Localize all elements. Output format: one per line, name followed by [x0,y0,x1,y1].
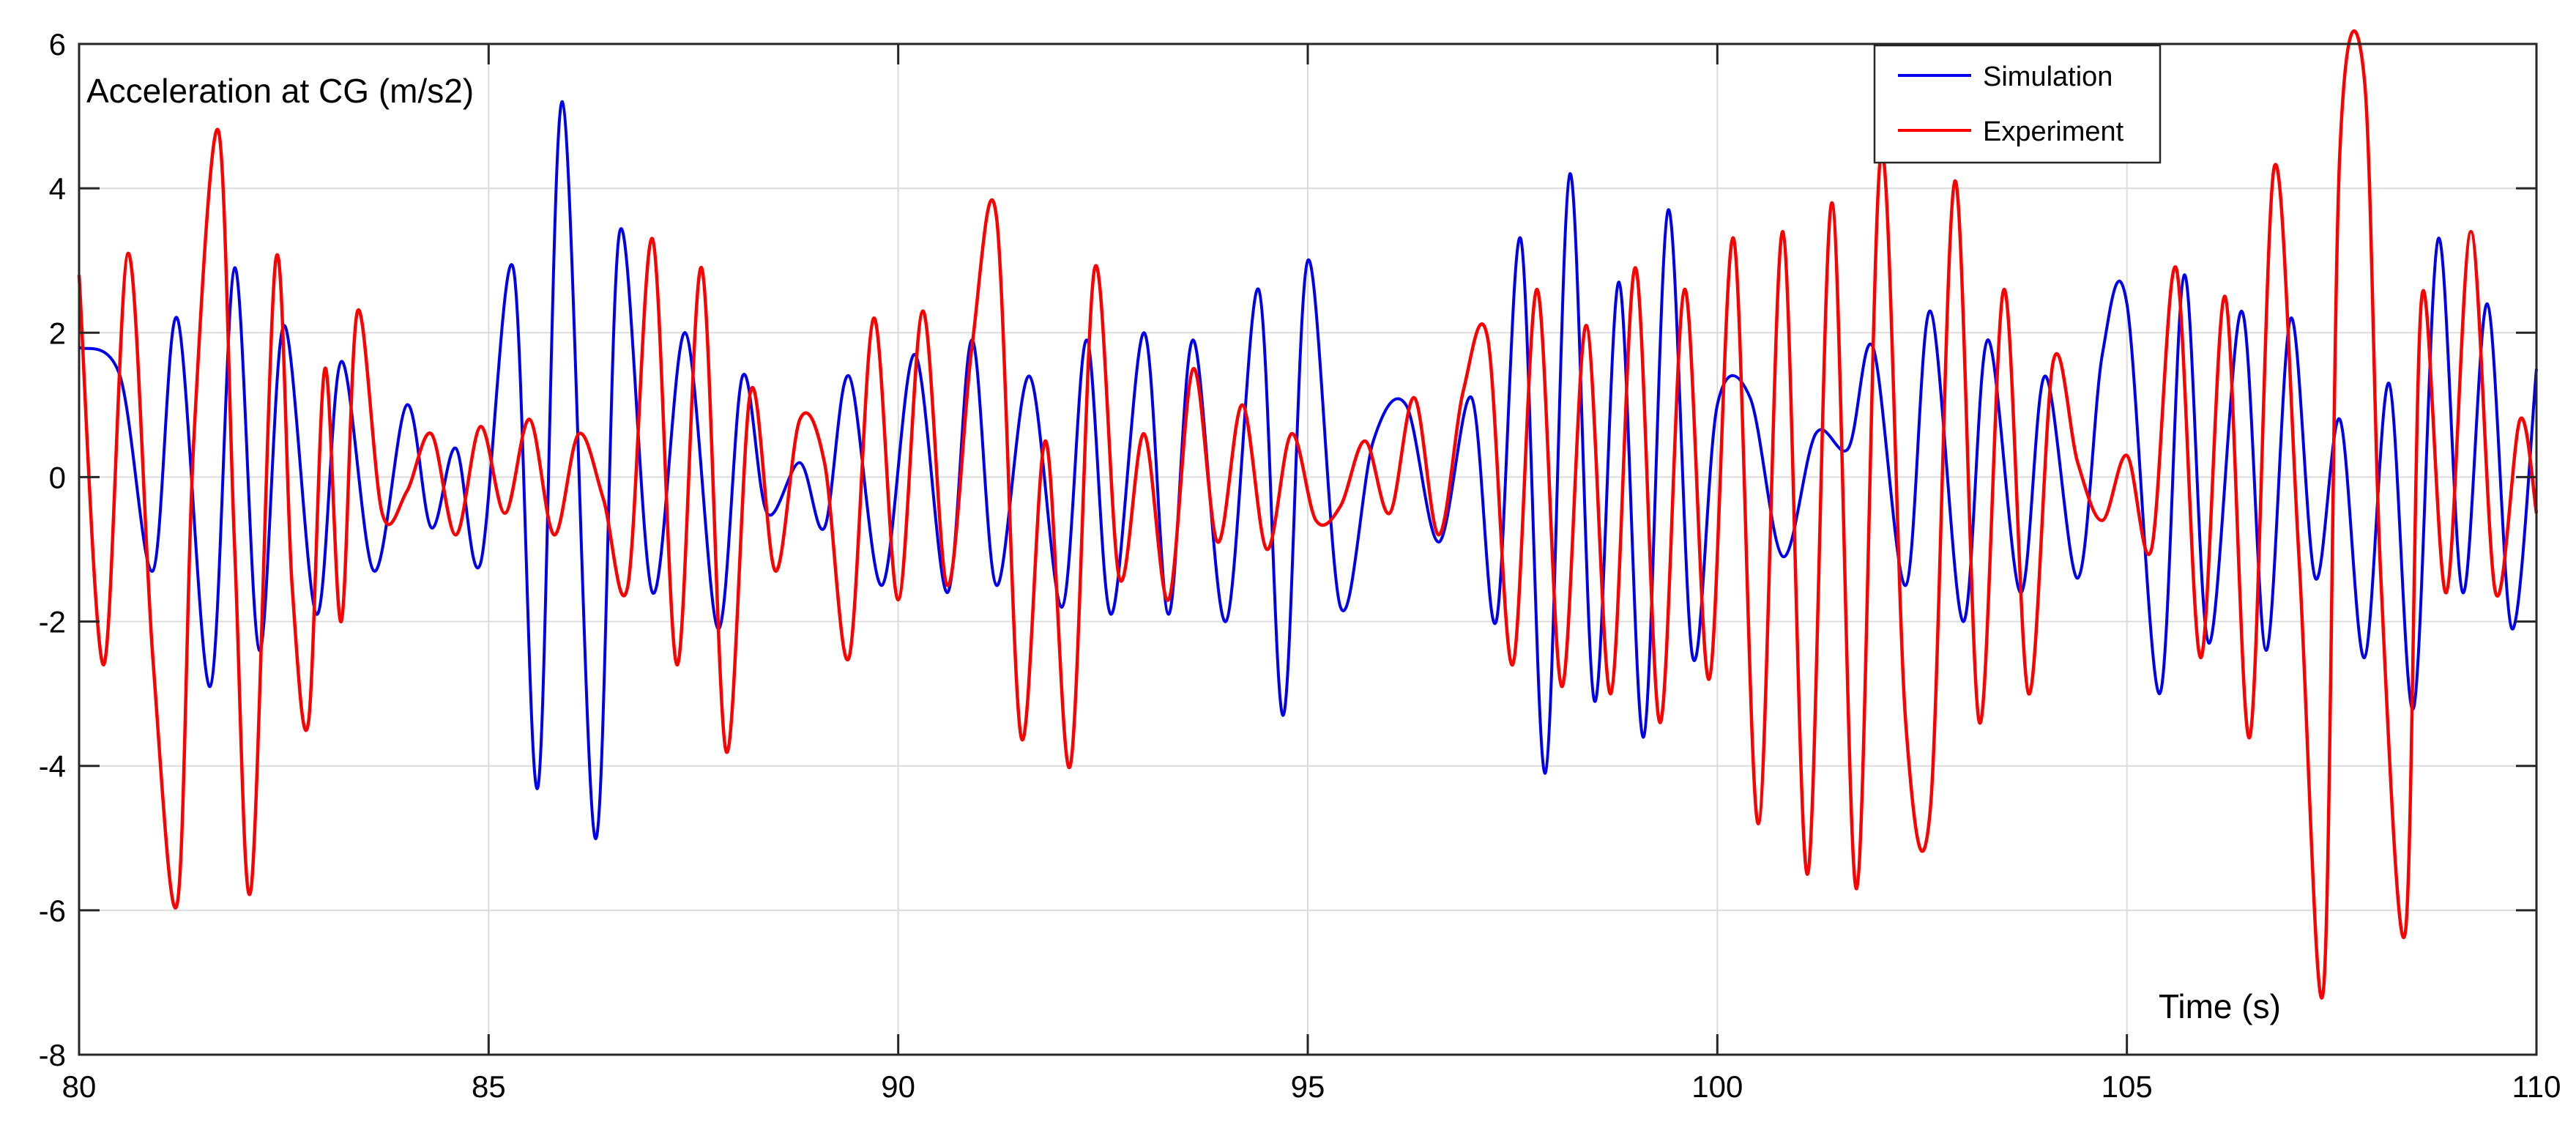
legend-entry-simulation: Simulation [1983,62,2112,92]
x-tick-label: 90 [881,1069,915,1104]
x-tick-label: 95 [1291,1069,1325,1104]
y-tick-label: -6 [39,894,66,928]
series-lines [77,29,2539,1000]
y-tick-label: 2 [49,316,66,350]
y-axis-label: Acceleration at CG (m/s2) [86,72,474,110]
y-tick-label: -2 [39,605,66,639]
simulation-series-line [78,100,2538,840]
y-tick-label: 6 [49,27,66,62]
experiment-series-line [77,29,2539,1000]
x-tick-label: 80 [62,1069,97,1104]
y-tick-label: -4 [39,749,66,784]
legend-box [1873,44,2162,164]
x-axis-label: Time (s) [2159,987,2281,1025]
legend-entry-experiment: Experiment [1983,116,2124,147]
legend: Simulation Experiment [1873,44,2162,164]
x-tick-label: 110 [2512,1069,2561,1104]
x-tick-label: 105 [2102,1069,2153,1104]
x-tick-label: 85 [472,1069,506,1104]
y-tick-label: -8 [39,1038,66,1072]
y-tick-label: 0 [49,460,66,494]
x-tick-label: 100 [1691,1069,1743,1104]
tick-labels: 80 85 90 95 100 105 110 -8 -6 -4 -2 0 2 4 6 [39,27,2561,1104]
y-tick-label: 4 [49,171,66,206]
